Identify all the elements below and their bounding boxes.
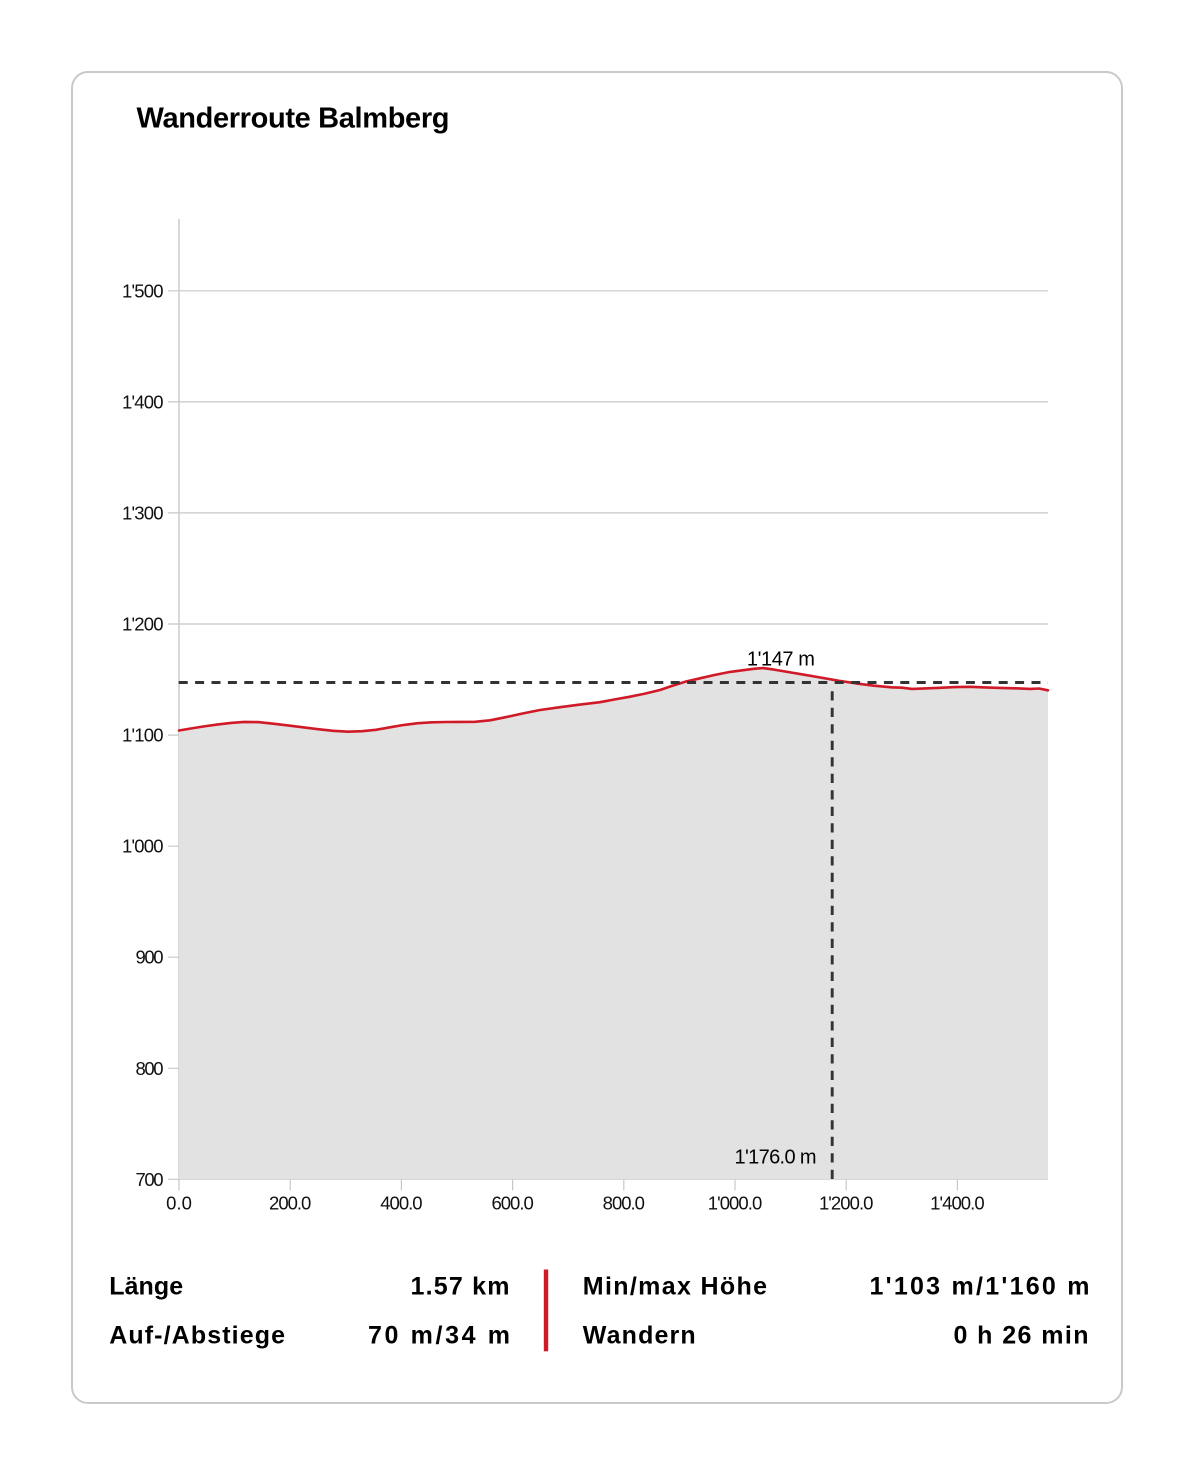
svg-text:Min/max Höhe: Min/max Höhe (583, 1273, 767, 1301)
svg-text:1.57 km: 1.57 km (411, 1273, 510, 1301)
svg-text:200.0: 200.0 (269, 1192, 311, 1213)
svg-text:Auf-/Abstiege: Auf-/Abstiege (109, 1321, 285, 1349)
svg-text:Wanderroute Balmberg: Wanderroute Balmberg (137, 103, 450, 135)
svg-text:800: 800 (136, 1058, 164, 1079)
svg-text:800.0: 800.0 (603, 1192, 645, 1213)
svg-text:1'300: 1'300 (122, 502, 164, 523)
svg-text:1'100: 1'100 (122, 725, 164, 746)
svg-text:1'400: 1'400 (122, 391, 164, 412)
svg-text:Länge: Länge (109, 1273, 183, 1301)
svg-text:1'176.0 m: 1'176.0 m (735, 1147, 817, 1169)
svg-text:Wandern: Wandern (583, 1321, 696, 1349)
svg-text:1'000: 1'000 (122, 836, 164, 857)
svg-text:70 m/34 m: 70 m/34 m (368, 1321, 510, 1349)
svg-text:1'200: 1'200 (122, 614, 164, 635)
svg-text:1'147 m: 1'147 m (747, 649, 815, 671)
svg-text:1'200.0: 1'200.0 (819, 1192, 874, 1213)
svg-text:1'500: 1'500 (122, 280, 164, 301)
svg-text:900: 900 (136, 947, 164, 968)
svg-text:400.0: 400.0 (380, 1192, 422, 1213)
svg-text:700: 700 (136, 1169, 164, 1190)
svg-text:1'400.0: 1'400.0 (930, 1192, 985, 1213)
svg-text:600.0: 600.0 (491, 1192, 533, 1213)
svg-text:1'103 m/1'160 m: 1'103 m/1'160 m (870, 1273, 1090, 1301)
svg-text:0 h 26 min: 0 h 26 min (954, 1321, 1089, 1349)
svg-text:1'000.0: 1'000.0 (708, 1192, 763, 1213)
svg-text:0.0: 0.0 (166, 1192, 192, 1213)
